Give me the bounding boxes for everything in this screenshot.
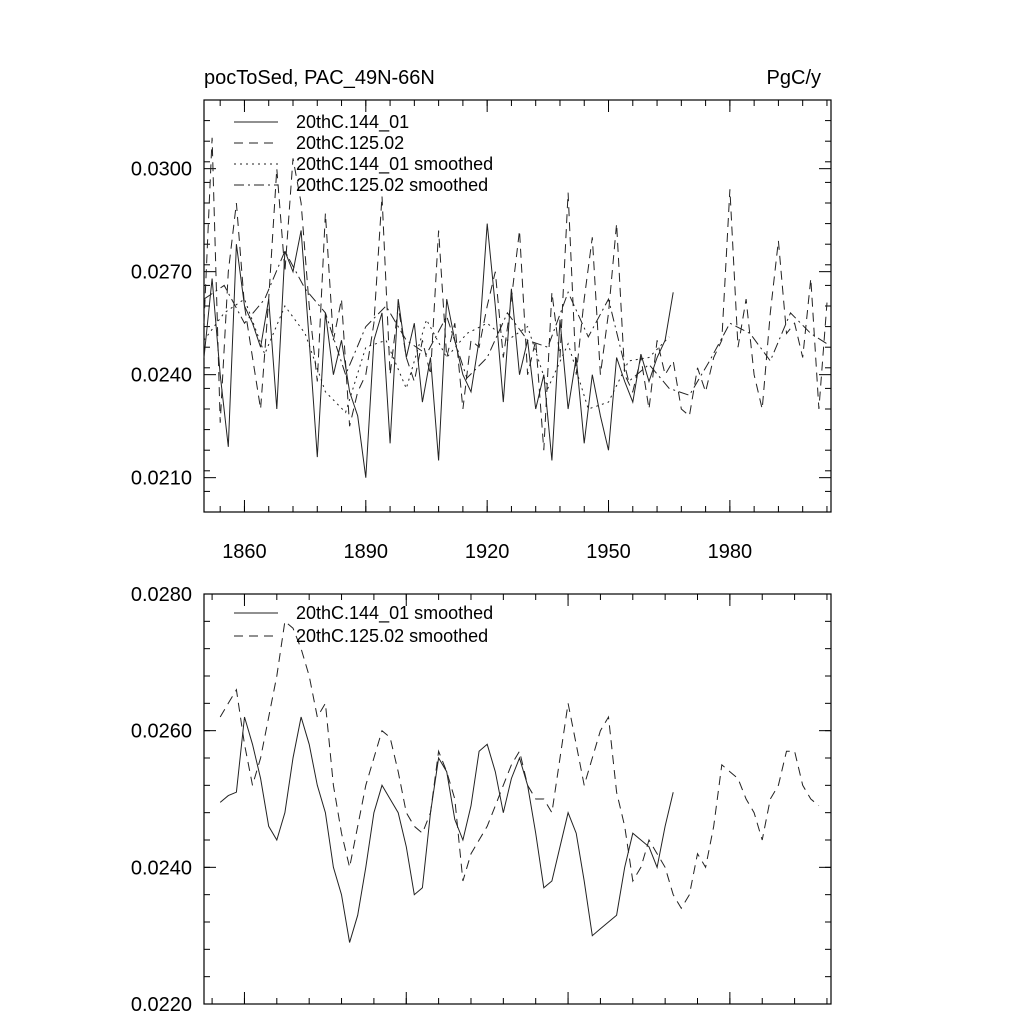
top-x-tick-label: 1860 [222,541,267,563]
top-panel: pocToSed, PAC_49N-66N PgC/y 0.0210 0.0240… [131,67,832,563]
bottom-y-tick-label: 0.0220 [131,994,192,1016]
legend-label: 20thC.144_01 [296,112,409,133]
top-x-tick-label: 1980 [708,541,753,563]
top-y-tick-label: 0.0300 [131,159,192,181]
series-line-20thc-144-01-smoothed [203,298,670,414]
top-y-tick-label: 0.0270 [131,262,192,284]
top-title-left: pocToSed, PAC_49N-66N [204,67,435,89]
legend-label: 20thC.144_01 smoothed [296,154,493,175]
bottom-series [219,620,820,943]
top-title-right: PgC/y [767,67,821,89]
top-y-tick-label: 0.0240 [131,365,192,387]
top-x-tick-label: 1920 [465,541,510,563]
bottom-axes: 0.0220 0.0240 0.0260 0.0280 [131,584,832,1016]
top-x-tick-label: 1950 [586,541,631,563]
bottom-panel: 0.0220 0.0240 0.0260 0.0280 20thC.144_01 sm… [131,584,832,1016]
top-axes: 0.0210 0.0240 0.0270 0.0300 1860 1890 1920 1950… [131,99,832,563]
series-line-20thc-125-02-smoothed [203,249,828,396]
series-line-20thc-125-02 [203,137,828,451]
top-x-tick-label: 1890 [344,541,389,563]
legend-label: 20thC.125.02 [296,133,404,153]
legend-label: 20thC.144_01 smoothed [296,603,493,624]
series-line-20thc-144-01-smoothed [219,716,674,943]
top-y-tick-label: 0.0210 [131,468,192,490]
legend-label: 20thC.125.02 smoothed [296,175,488,195]
bottom-y-tick-label: 0.0260 [131,721,192,743]
bottom-y-tick-label: 0.0240 [131,857,192,879]
top-series [203,137,828,478]
series-line-20thc-144-01 [203,223,674,478]
bottom-y-tick-label: 0.0280 [131,584,192,606]
bottom-plot-frame [203,593,832,1005]
legend-label: 20thC.125.02 smoothed [296,626,488,646]
series-line-20thc-125-02-smoothed [219,620,820,910]
